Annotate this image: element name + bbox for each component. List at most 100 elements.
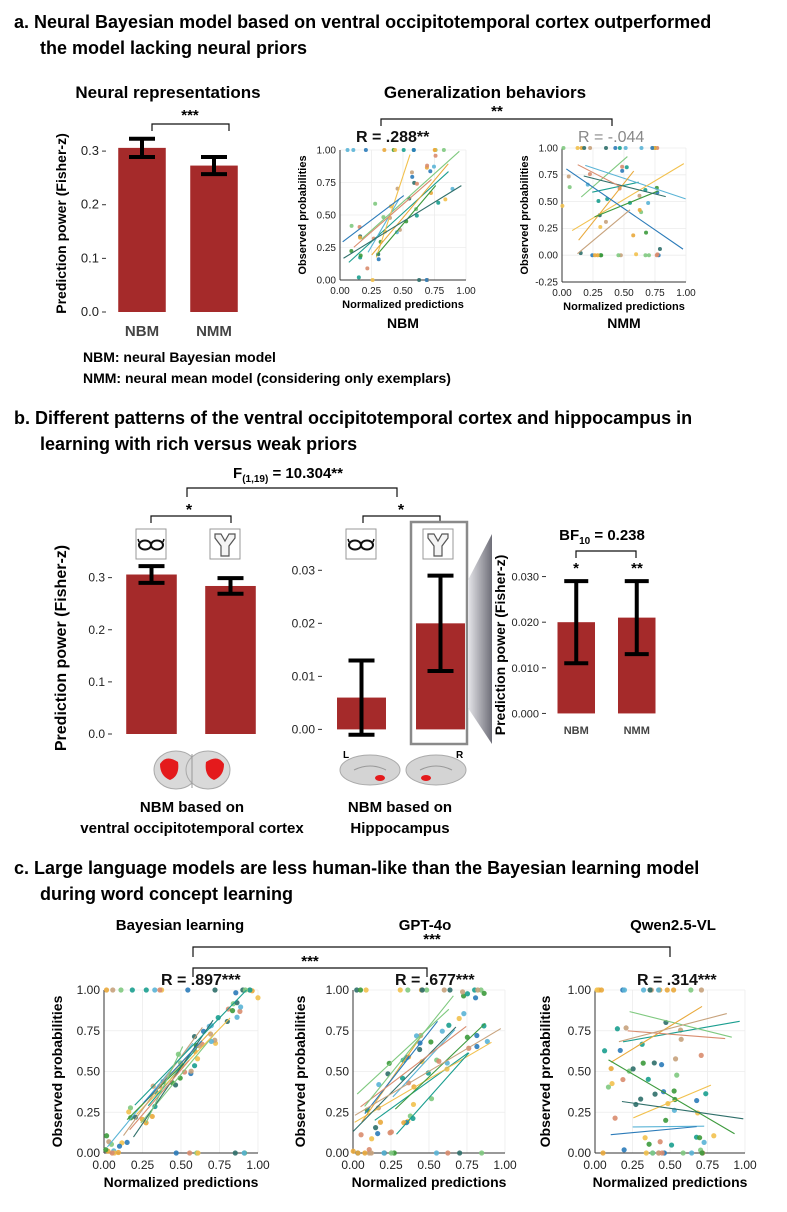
data-point — [370, 278, 375, 282]
data-point — [639, 146, 644, 150]
data-point — [456, 1015, 462, 1022]
data-point — [376, 257, 381, 262]
y-tick-label: 0.01 — [292, 669, 316, 683]
data-point — [567, 185, 572, 190]
generalization-behaviors-title: Generalization behaviors — [384, 83, 586, 102]
chart-title: NMM — [607, 315, 640, 331]
y-tick-label: 0.50 — [317, 210, 337, 221]
data-point — [566, 174, 571, 179]
chart-title: Qwen2.5-VL — [630, 917, 716, 934]
chart-b-zoom: 0.000 0.010 0.020 0.030 NBM NMM Prediction pow… — [492, 555, 656, 737]
data-point — [387, 1130, 393, 1136]
data-point — [699, 1150, 705, 1156]
data-point — [443, 197, 448, 202]
data-point — [620, 164, 625, 169]
data-point — [643, 1150, 649, 1156]
sig-bracket-c-top — [192, 946, 671, 957]
fit-line — [123, 1027, 203, 1136]
x-axis-title: Normalized predictions — [563, 301, 685, 313]
data-point — [417, 1046, 423, 1053]
data-point — [620, 1076, 626, 1083]
data-point — [109, 1150, 115, 1156]
section-b-title-line2: learning with rich versus weak priors — [40, 434, 357, 454]
data-point — [595, 253, 600, 258]
data-point — [588, 146, 593, 150]
data-point — [701, 1139, 707, 1145]
data-point — [472, 995, 479, 1001]
y-tick-label: 0.020 — [511, 617, 539, 629]
data-point — [614, 1026, 621, 1032]
x-tick-label: 1.00 — [246, 1158, 270, 1172]
y-tick-label: 0.0 — [88, 727, 105, 741]
bar-nmm — [190, 165, 238, 312]
sig-star-zoom-nmm: ** — [631, 560, 643, 577]
fit-line — [143, 1040, 203, 1104]
data-point — [428, 1096, 435, 1102]
data-point — [433, 1150, 440, 1156]
y-tick-label: 0.0 — [81, 304, 99, 319]
novel-object-icon — [422, 528, 454, 560]
fit-line — [392, 1029, 456, 1098]
data-point — [129, 987, 135, 993]
y-tick-label: 0.03 — [292, 563, 316, 577]
data-point — [118, 987, 124, 993]
data-point — [424, 278, 429, 282]
data-point — [624, 165, 629, 170]
fit-line — [578, 170, 635, 241]
data-point — [678, 1036, 684, 1042]
data-point — [410, 1101, 417, 1108]
bar-glasses — [126, 574, 177, 734]
data-point — [598, 253, 603, 258]
data-point — [419, 987, 425, 993]
data-point — [194, 1056, 201, 1062]
caption-vot-line2: ventral occipitotemporal cortex — [80, 820, 304, 837]
data-point — [234, 1014, 240, 1020]
data-point — [688, 987, 694, 993]
fit-line — [394, 1022, 486, 1110]
y-tick-label: 1.00 — [568, 983, 592, 997]
highlight-box — [409, 520, 469, 746]
data-point — [363, 148, 368, 152]
caption-hip-line1: NBM based on — [348, 799, 452, 816]
data-point — [663, 1117, 669, 1123]
data-point — [457, 1150, 463, 1156]
data-point — [375, 1130, 381, 1137]
data-point — [358, 1132, 364, 1138]
data-point — [637, 208, 642, 213]
chart-title: GPT-4o — [399, 917, 452, 934]
fit-line — [627, 1030, 726, 1040]
fit-line — [367, 199, 400, 253]
data-point — [388, 1150, 394, 1156]
data-point — [238, 1004, 244, 1010]
y-tick-label: 0.000 — [511, 708, 539, 720]
data-point — [582, 146, 587, 150]
fit-line — [364, 995, 454, 1107]
correlation-label: R = .897*** — [161, 972, 241, 989]
data-point — [381, 1150, 387, 1156]
section-c-title-line1: c. Large language models are less human-… — [14, 858, 699, 878]
data-point — [596, 199, 601, 204]
data-point — [233, 990, 239, 996]
data-point — [613, 146, 618, 150]
correlation-label: R = .677*** — [395, 972, 475, 989]
data-point — [373, 201, 378, 206]
data-point — [173, 1150, 179, 1156]
x-tick-label: 0.00 — [552, 288, 572, 299]
x-tick-label: 0.00 — [330, 286, 350, 297]
data-point — [377, 1119, 384, 1125]
y-tick-label: 0.00 — [317, 275, 337, 286]
data-point — [592, 253, 597, 258]
fit-line — [583, 175, 666, 198]
fit-line — [577, 209, 631, 255]
x-tick-label: 0.75 — [696, 1158, 720, 1172]
y-axis-title: Observed probabilities — [49, 995, 65, 1147]
section-a-title-line2: the model lacking neural priors — [40, 38, 307, 58]
fit-line — [580, 156, 628, 198]
correlation-label: R = .314*** — [637, 972, 717, 989]
data-point — [447, 987, 453, 993]
data-point — [598, 987, 605, 993]
data-point — [651, 1060, 657, 1066]
data-point — [356, 275, 361, 280]
fit-line — [577, 164, 622, 188]
data-point — [349, 223, 354, 228]
